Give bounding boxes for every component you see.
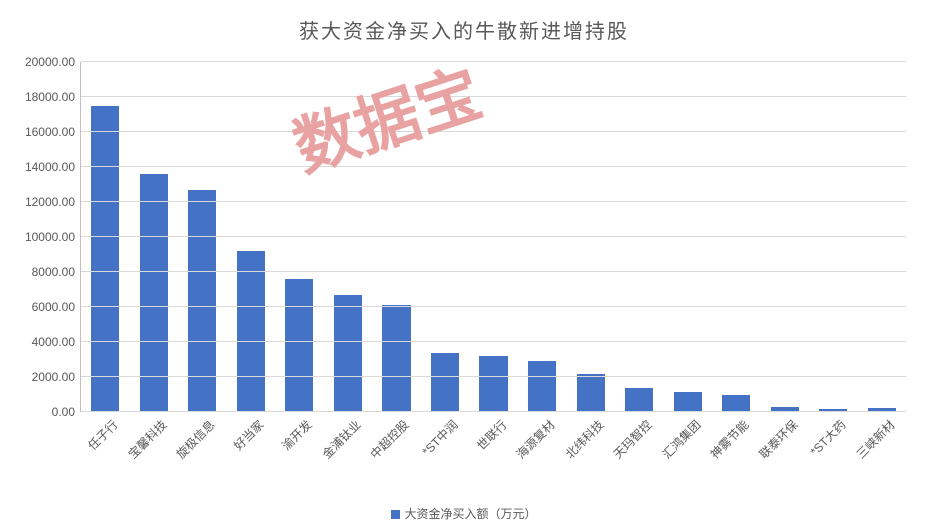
bar-slot: 宝馨科技 bbox=[130, 62, 179, 412]
y-axis-label: 0.00 bbox=[52, 405, 81, 419]
gridline: 12000.00 bbox=[81, 201, 906, 202]
x-axis-label: 三峡新材 bbox=[848, 412, 898, 462]
y-axis-label: 8000.00 bbox=[32, 265, 81, 279]
chart-container: 获大资金净买入的牛散新进增持股 任子行宝馨科技旋极信息好当家渝开发金浦钛业中超控… bbox=[0, 0, 928, 529]
y-axis-label: 6000.00 bbox=[32, 300, 81, 314]
legend-swatch bbox=[391, 510, 400, 519]
bar-slot: 三峡新材 bbox=[858, 62, 907, 412]
gridline: 2000.00 bbox=[81, 376, 906, 377]
bar bbox=[237, 251, 265, 412]
bar-slot: 海源复材 bbox=[518, 62, 567, 412]
bar bbox=[334, 295, 362, 412]
x-axis-label: 宝馨科技 bbox=[120, 412, 170, 462]
bars-group: 任子行宝馨科技旋极信息好当家渝开发金浦钛业中超控股*ST中润世联行海源复材北纬科… bbox=[81, 62, 906, 412]
bar bbox=[479, 356, 507, 412]
gridline: 10000.00 bbox=[81, 236, 906, 237]
y-axis-label: 16000.00 bbox=[25, 125, 81, 139]
y-axis-label: 14000.00 bbox=[25, 160, 81, 174]
x-axis-label: 世联行 bbox=[468, 412, 510, 454]
bar bbox=[577, 374, 605, 412]
gridline: 18000.00 bbox=[81, 96, 906, 97]
gridline: 6000.00 bbox=[81, 306, 906, 307]
bar bbox=[431, 353, 459, 413]
x-axis-label: 任子行 bbox=[80, 412, 122, 454]
bar-slot: 北纬科技 bbox=[566, 62, 615, 412]
x-axis-label: *ST中润 bbox=[414, 412, 461, 459]
x-axis-label: 汇鸿集团 bbox=[654, 412, 704, 462]
bar bbox=[528, 361, 556, 412]
bar-slot: 世联行 bbox=[469, 62, 518, 412]
chart-title: 获大资金净买入的牛散新进增持股 bbox=[0, 15, 928, 44]
gridline: 4000.00 bbox=[81, 341, 906, 342]
bar bbox=[674, 392, 702, 412]
bar-slot: 天玛智控 bbox=[615, 62, 664, 412]
bar-slot: 汇鸿集团 bbox=[663, 62, 712, 412]
gridline: 16000.00 bbox=[81, 131, 906, 132]
bar-slot: 好当家 bbox=[227, 62, 276, 412]
bar bbox=[625, 388, 653, 412]
x-axis-label: *ST大药 bbox=[802, 412, 849, 459]
bar bbox=[722, 395, 750, 413]
bar bbox=[91, 106, 119, 412]
bar-slot: 神雾节能 bbox=[712, 62, 761, 412]
legend: 大资金净买入额（万元） bbox=[0, 505, 928, 522]
y-axis-label: 10000.00 bbox=[25, 230, 81, 244]
plot-area: 任子行宝馨科技旋极信息好当家渝开发金浦钛业中超控股*ST中润世联行海源复材北纬科… bbox=[80, 62, 906, 412]
x-axis-label: 神雾节能 bbox=[702, 412, 752, 462]
bar bbox=[382, 305, 410, 412]
bar-slot: *ST中润 bbox=[421, 62, 470, 412]
bar-slot: 金浦钛业 bbox=[324, 62, 373, 412]
y-axis-label: 4000.00 bbox=[32, 335, 81, 349]
x-axis-label: 海源复材 bbox=[508, 412, 558, 462]
gridline: 0.00 bbox=[81, 411, 906, 412]
x-axis-label: 天玛智控 bbox=[605, 412, 655, 462]
x-axis-label: 好当家 bbox=[225, 412, 267, 454]
bar-slot: 旋极信息 bbox=[178, 62, 227, 412]
x-axis-label: 联泰环保 bbox=[751, 412, 801, 462]
bar-slot: 中超控股 bbox=[372, 62, 421, 412]
bar-slot: 任子行 bbox=[81, 62, 130, 412]
gridline: 8000.00 bbox=[81, 271, 906, 272]
bar bbox=[188, 190, 216, 412]
y-axis-label: 12000.00 bbox=[25, 195, 81, 209]
bar bbox=[285, 279, 313, 412]
x-axis-label: 金浦钛业 bbox=[314, 412, 364, 462]
gridline: 14000.00 bbox=[81, 166, 906, 167]
x-axis-label: 渝开发 bbox=[274, 412, 316, 454]
x-axis-label: 北纬科技 bbox=[557, 412, 607, 462]
bar-slot: 联泰环保 bbox=[760, 62, 809, 412]
y-axis-label: 18000.00 bbox=[25, 90, 81, 104]
y-axis-label: 20000.00 bbox=[25, 55, 81, 69]
legend-label: 大资金净买入额（万元） bbox=[404, 507, 536, 521]
gridline: 20000.00 bbox=[81, 61, 906, 62]
bar-slot: 渝开发 bbox=[275, 62, 324, 412]
bar-slot: *ST大药 bbox=[809, 62, 858, 412]
x-axis-label: 中超控股 bbox=[363, 412, 413, 462]
y-axis-label: 2000.00 bbox=[32, 370, 81, 384]
x-axis-label: 旋极信息 bbox=[168, 412, 218, 462]
